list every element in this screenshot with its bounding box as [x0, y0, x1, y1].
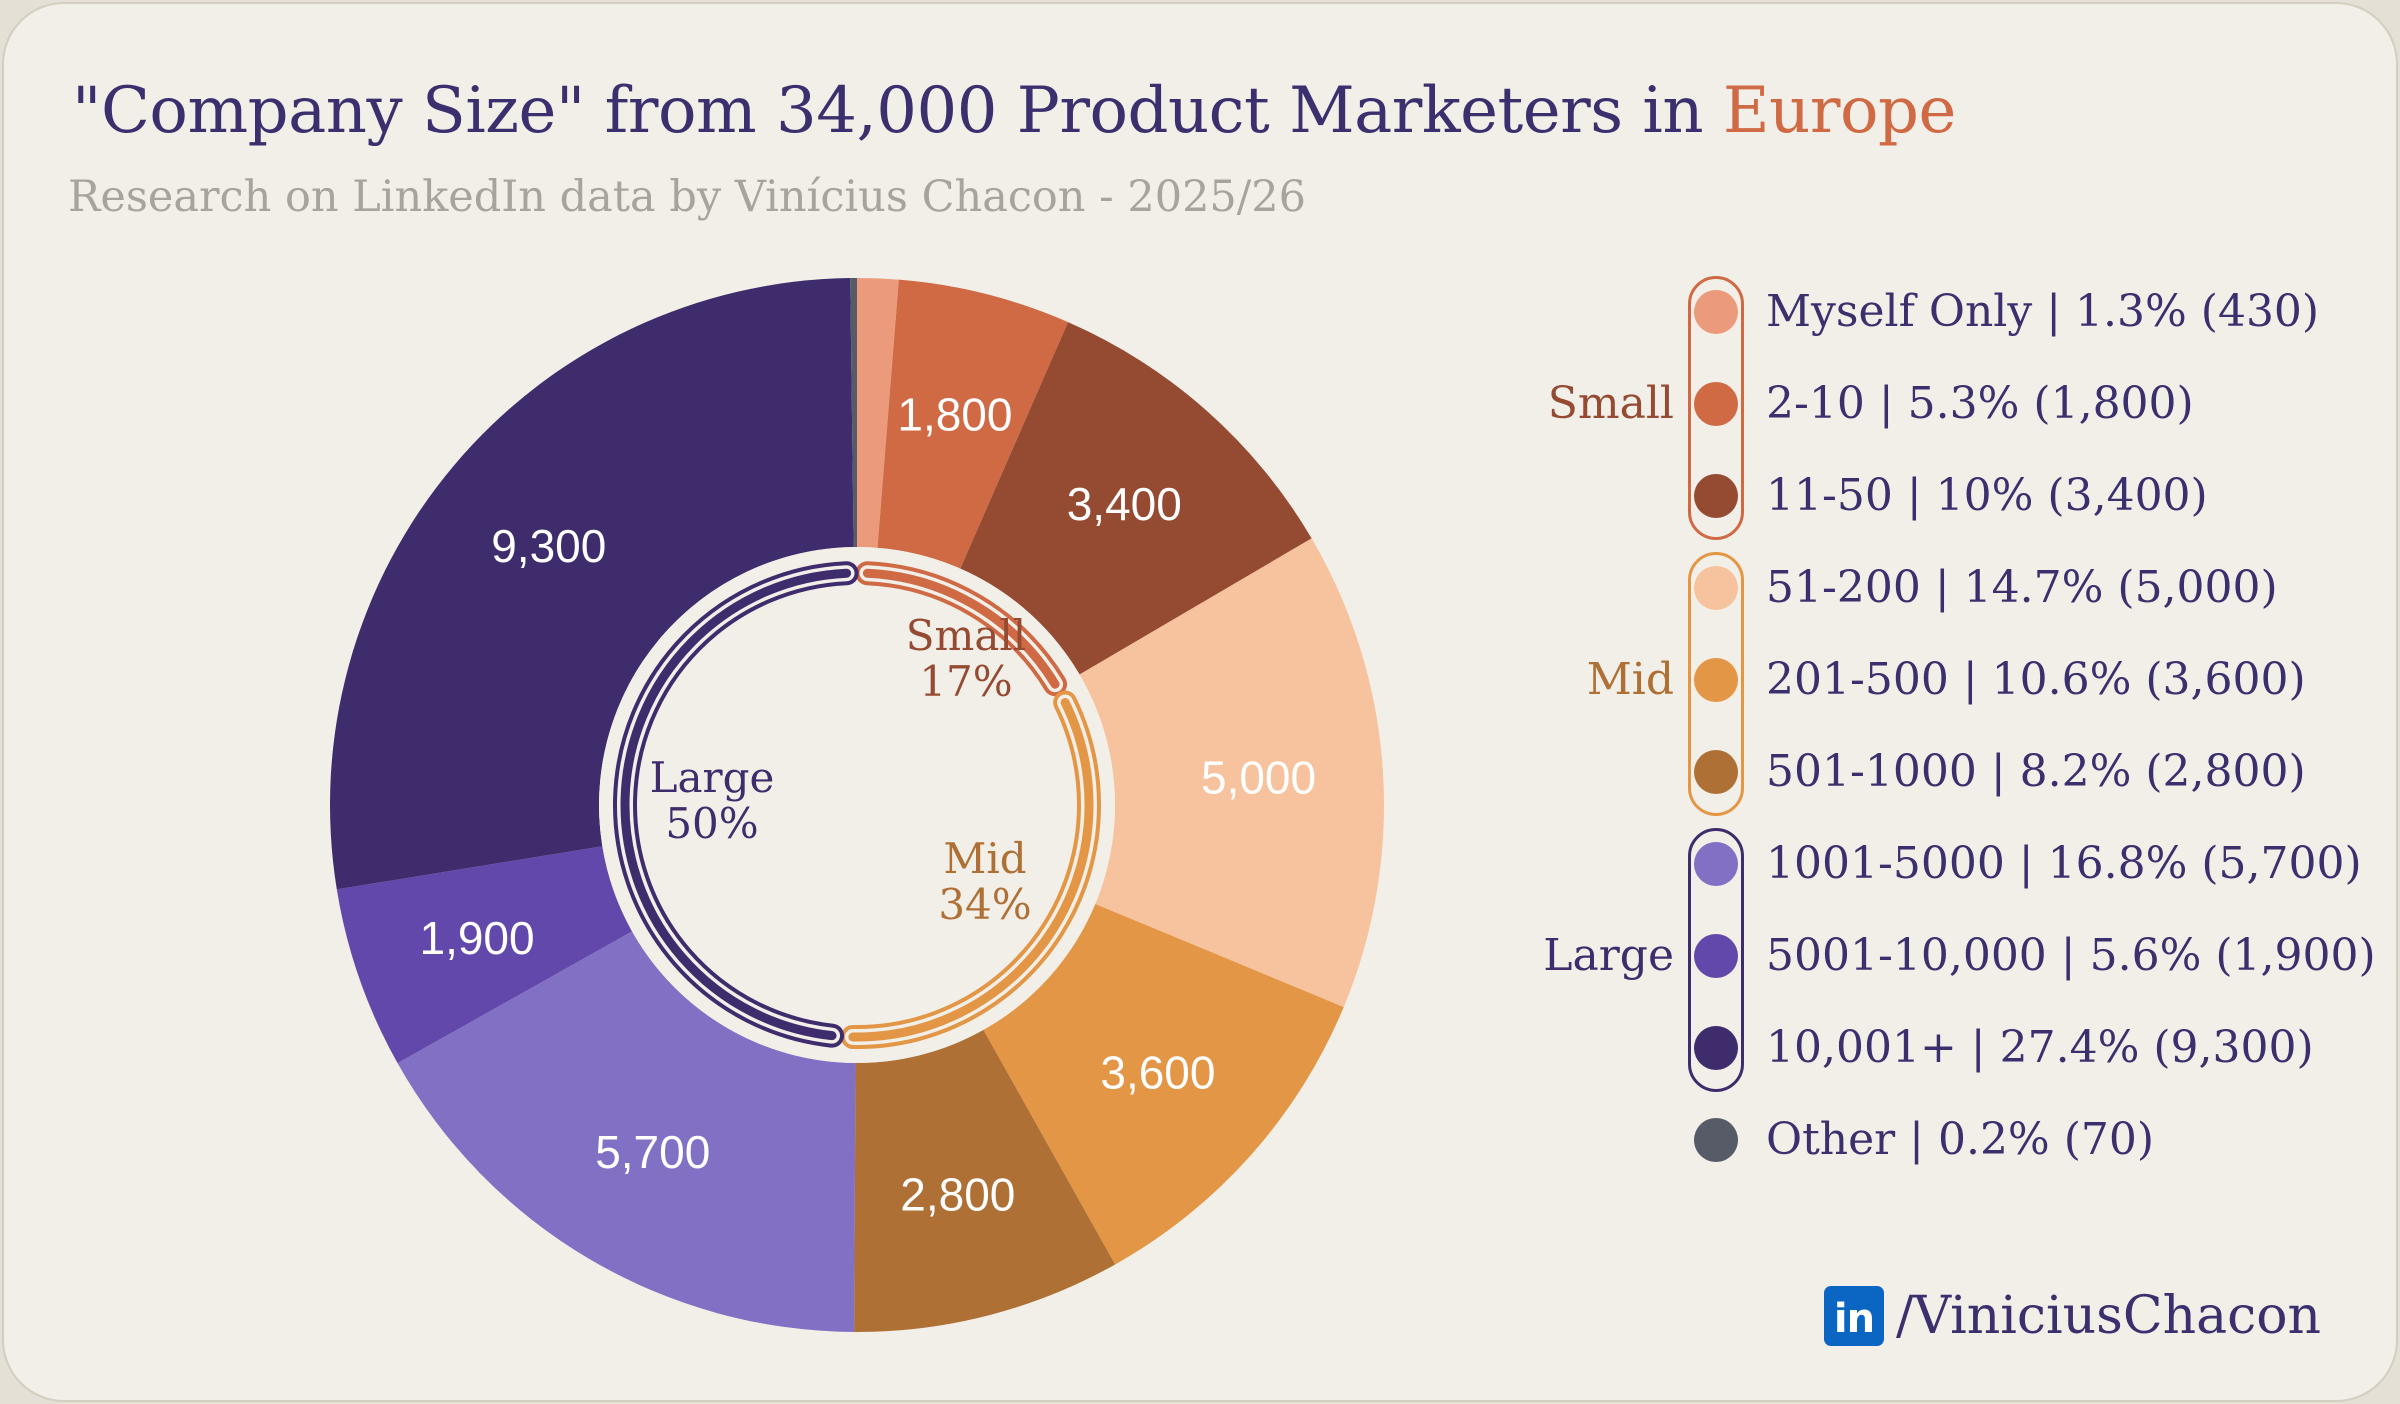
group-label-mid: Mid — [943, 834, 1026, 883]
slice-5001-10-000[interactable] — [336, 846, 633, 1064]
slice-1001-5000[interactable] — [397, 931, 856, 1332]
group-percent-large: 50% — [665, 799, 758, 848]
slice-501-1000[interactable] — [854, 1029, 1116, 1332]
chart-title: "Company Size" from 34,000 Product Marke… — [72, 74, 1956, 148]
slice-value-label: 5,700 — [595, 1126, 710, 1178]
slice-value-label: 5,000 — [1201, 752, 1316, 804]
slice-value-label: 1,800 — [897, 389, 1012, 441]
slice-value-label: 3,400 — [1067, 478, 1182, 530]
slice-value-label: 9,300 — [491, 520, 606, 572]
group-label-large: Large — [650, 753, 775, 802]
chart-subtitle: Research on LinkedIn data by Vinícius Ch… — [68, 172, 1306, 222]
slice-value-label: 2,800 — [900, 1169, 1015, 1221]
slice-51-200[interactable] — [1079, 538, 1384, 1008]
slice-11-50[interactable] — [960, 322, 1312, 675]
brand-handle[interactable]: /ViniciusChacon — [1896, 1286, 2322, 1346]
linkedin-icon: in — [1824, 1286, 1884, 1346]
slice-value-label: 1,900 — [419, 912, 534, 964]
group-percent-mid: 34% — [938, 880, 1031, 929]
slice-201-500[interactable] — [983, 903, 1344, 1265]
group-label-small: Small — [906, 611, 1027, 660]
slice-other[interactable] — [850, 278, 857, 548]
slice-10-001-[interactable] — [330, 278, 854, 890]
brand-footer[interactable]: in /ViniciusChacon — [1824, 1286, 2321, 1346]
group-percent-small: 17% — [919, 657, 1012, 706]
slice-2-10[interactable] — [877, 279, 1069, 569]
donut-center — [599, 547, 1115, 1063]
group-ring-large — [620, 568, 852, 1041]
title-accent: Europe — [1722, 74, 1956, 148]
slice-value-label: 3,600 — [1100, 1046, 1215, 1098]
group-ring-small — [862, 568, 1060, 689]
slice-myself-only[interactable] — [857, 278, 899, 548]
group-ring-mid — [848, 697, 1094, 1042]
